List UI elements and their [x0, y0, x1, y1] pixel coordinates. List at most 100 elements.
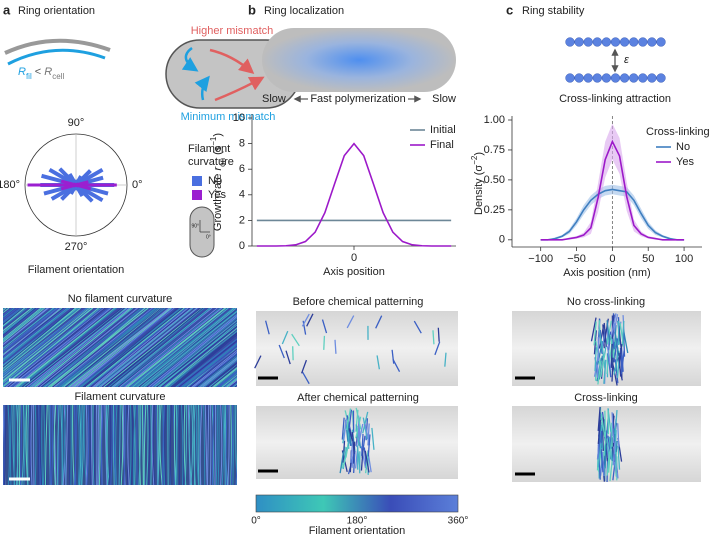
- filament: [202, 358, 237, 387]
- bead: [629, 37, 639, 47]
- filament: [73, 405, 77, 485]
- filament: [195, 405, 199, 485]
- panel-title: Ring orientation: [18, 5, 95, 17]
- filament: [353, 450, 356, 474]
- filament: [98, 405, 101, 485]
- filament: [76, 308, 173, 387]
- filament: [65, 308, 162, 387]
- axis-label: Axis position: [323, 266, 385, 278]
- image-content: [3, 308, 237, 387]
- label-part: R: [44, 66, 52, 78]
- filament: [119, 308, 218, 387]
- filament: [215, 369, 237, 387]
- filament: [3, 308, 23, 324]
- filament: [63, 308, 162, 387]
- filament: [68, 405, 71, 485]
- bead: [638, 73, 648, 83]
- filament: [57, 405, 60, 485]
- filament: [150, 405, 152, 485]
- y-tick-label: 2: [239, 214, 245, 226]
- filament: [3, 308, 43, 340]
- filament: [172, 332, 237, 387]
- filament: [345, 408, 352, 431]
- bead: [565, 37, 575, 47]
- legend-label: No: [676, 141, 690, 153]
- filament: [604, 410, 607, 435]
- filament: [50, 308, 149, 387]
- filament: [306, 313, 314, 327]
- filament: [3, 308, 21, 323]
- bead: [629, 73, 639, 83]
- bead: [592, 73, 602, 83]
- filament: [114, 308, 211, 387]
- filament: [161, 325, 237, 387]
- filament: [3, 308, 69, 363]
- filament: [614, 410, 618, 435]
- filament: [214, 405, 217, 485]
- filament: [413, 320, 422, 334]
- filament: [206, 405, 210, 485]
- filament: [355, 424, 360, 447]
- filament: [133, 308, 234, 387]
- y-tick-label: 0: [499, 234, 505, 246]
- filament: [175, 338, 237, 387]
- legend-label: Yes: [676, 156, 694, 168]
- filament: [164, 405, 167, 485]
- filament: [123, 405, 126, 485]
- filament: [185, 344, 237, 387]
- angle-tick-label: 0°: [132, 179, 143, 191]
- filament: [350, 440, 354, 463]
- y-tick-label: 1.00: [484, 114, 505, 126]
- filament: [36, 405, 39, 485]
- x-tick-label: −100: [528, 253, 553, 265]
- filament: [60, 405, 63, 485]
- label-part: <: [32, 66, 45, 78]
- filament: [220, 372, 237, 387]
- filament: [84, 308, 183, 387]
- filament: [604, 444, 607, 469]
- x-tick-label: 0: [351, 252, 357, 264]
- bead: [647, 37, 657, 47]
- filament: [100, 405, 104, 485]
- filament: [617, 423, 620, 448]
- image-content: [339, 407, 375, 475]
- filament: [93, 405, 96, 485]
- filament: [608, 436, 613, 461]
- bead: [656, 37, 666, 47]
- filament: [38, 405, 41, 485]
- filament: [110, 405, 113, 485]
- filament: [106, 405, 110, 485]
- filament: [3, 308, 36, 335]
- filament: [25, 308, 125, 387]
- label-part: −1: [209, 136, 218, 146]
- error-band: [540, 123, 685, 240]
- image-title: Cross-linking: [574, 392, 638, 404]
- filament: [30, 405, 33, 485]
- filament: [3, 308, 78, 368]
- filament: [235, 458, 237, 485]
- filament: [281, 330, 289, 345]
- filament: [79, 405, 82, 485]
- panel-letter: a: [3, 2, 11, 17]
- filament: [148, 405, 151, 485]
- filament: [86, 405, 90, 485]
- filament: [138, 405, 142, 485]
- filament: [204, 359, 237, 387]
- y-tick-label: 0.50: [484, 174, 505, 186]
- panel-letter: c: [506, 2, 513, 17]
- epsilon: ε: [624, 54, 629, 66]
- filament: [92, 405, 95, 485]
- arrow: [209, 48, 255, 74]
- filament: [12, 308, 110, 387]
- filament: [600, 413, 606, 438]
- filament: [173, 334, 237, 387]
- filament: [152, 405, 156, 485]
- filament: [149, 315, 237, 387]
- filament: [339, 451, 345, 474]
- filament: [619, 322, 625, 347]
- filament: [611, 412, 614, 437]
- filament: [115, 405, 118, 485]
- filament: [118, 405, 121, 485]
- panel-title: Ring localization: [264, 5, 344, 17]
- filament: [209, 405, 212, 485]
